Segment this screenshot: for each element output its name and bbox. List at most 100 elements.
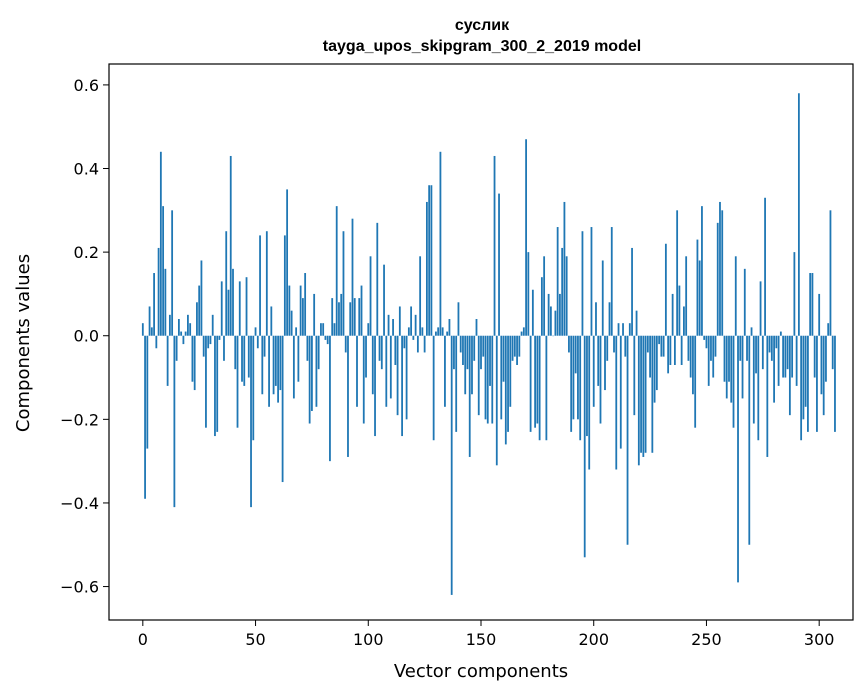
- bar-61: [279, 335, 282, 391]
- bar-11: [166, 335, 169, 386]
- bar-82: [326, 335, 329, 345]
- bar-298: [813, 335, 816, 378]
- bar-52: [259, 235, 261, 336]
- bar-168: [520, 331, 523, 336]
- x-axis-ticks: 0 50 100 150 200 250 300: [138, 620, 835, 649]
- bar-226: [651, 335, 654, 453]
- bar-221: [640, 335, 642, 453]
- bar-288: [791, 335, 794, 378]
- bar-115: [401, 335, 403, 437]
- x-tick-label: 50: [245, 630, 265, 649]
- bar-203: [599, 335, 602, 424]
- bar-176: [538, 335, 541, 441]
- bar-23: [193, 335, 196, 391]
- bar-287: [788, 335, 791, 416]
- bar-240: [683, 306, 685, 336]
- bar-99: [365, 335, 367, 378]
- bar-224: [646, 335, 649, 353]
- bar-194: [579, 335, 582, 441]
- bar-111: [392, 319, 394, 336]
- bar-210: [615, 335, 618, 470]
- bar-127: [428, 185, 431, 336]
- bar-32: [214, 335, 216, 437]
- chart-title: суслик: [455, 17, 510, 34]
- bar-137: [450, 335, 453, 595]
- bar-278: [768, 335, 771, 353]
- bar-167: [518, 335, 521, 357]
- bar-29: [207, 335, 210, 349]
- bar-28: [205, 335, 207, 428]
- bar-146: [471, 335, 473, 395]
- bar-228: [655, 335, 658, 391]
- bar-246: [696, 239, 699, 336]
- bar-173: [531, 289, 534, 336]
- bar-142: [462, 335, 464, 365]
- bar-237: [676, 210, 679, 336]
- bar-301: [820, 335, 823, 395]
- bar-62: [281, 335, 284, 483]
- bar-78: [317, 335, 320, 370]
- y-tick-label: −0.4: [60, 494, 99, 513]
- x-tick-label: 300: [804, 630, 835, 649]
- bar-94: [353, 298, 356, 336]
- bar-54: [263, 335, 266, 357]
- bar-238: [678, 285, 681, 336]
- bar-233: [667, 335, 670, 374]
- bar-102: [371, 335, 374, 395]
- bar-189: [568, 335, 570, 353]
- bar-40: [232, 268, 234, 336]
- y-tick-label: 0.0: [74, 327, 99, 346]
- bar-3: [148, 306, 151, 336]
- bar-236: [673, 335, 676, 365]
- bar-55: [265, 231, 268, 336]
- bar-235: [671, 293, 674, 336]
- bar-185: [559, 293, 561, 336]
- bar-292: [800, 335, 803, 441]
- bar-220: [637, 335, 640, 466]
- bar-162: [507, 335, 509, 432]
- bar-93: [351, 218, 354, 336]
- bar-125: [423, 335, 426, 353]
- bar-174: [534, 335, 537, 428]
- bar-98: [362, 335, 365, 424]
- bar-60: [277, 335, 279, 403]
- bar-159: [500, 335, 503, 420]
- bar-33: [216, 335, 219, 432]
- bar-269: [748, 335, 751, 545]
- bar-177: [540, 277, 543, 336]
- bar-158: [498, 193, 500, 336]
- bars-group: [141, 93, 836, 595]
- bar-247: [698, 260, 701, 336]
- bar-75: [311, 335, 313, 411]
- bar-169: [522, 327, 525, 336]
- y-tick-label: 0.6: [74, 76, 99, 95]
- bar-35: [220, 281, 223, 336]
- bar-38: [227, 289, 230, 336]
- bar-192: [574, 335, 577, 374]
- bar-14: [173, 335, 176, 508]
- bar-285: [784, 335, 787, 378]
- bar-136: [448, 319, 451, 336]
- bar-160: [502, 335, 505, 382]
- bar-2: [146, 335, 149, 449]
- bar-0: [141, 323, 144, 336]
- chart-subtitle: tayga_upos_skipgram_300_2_2019 model: [323, 38, 641, 55]
- bar-205: [604, 335, 606, 391]
- bar-161: [504, 335, 507, 445]
- bar-107: [383, 264, 385, 336]
- bar-101: [369, 256, 372, 336]
- bar-229: [658, 335, 661, 345]
- bar-84: [331, 298, 334, 336]
- bar-206: [606, 335, 609, 361]
- bar-88: [340, 293, 343, 336]
- bar-64: [286, 189, 289, 336]
- bar-87: [338, 302, 340, 336]
- bar-243: [689, 335, 692, 378]
- bar-244: [692, 335, 694, 395]
- bar-30: [209, 335, 212, 345]
- bar-132: [439, 151, 442, 336]
- bar-271: [752, 335, 755, 424]
- bar-295: [807, 335, 809, 432]
- x-tick-label: 0: [138, 630, 148, 649]
- bar-151: [482, 335, 485, 357]
